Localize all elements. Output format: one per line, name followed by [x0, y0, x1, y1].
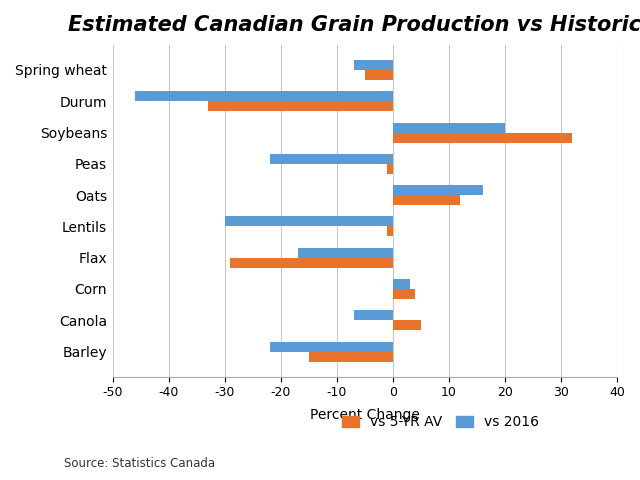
Bar [393, 279, 410, 289]
Text: Source: Statistics Canada: Source: Statistics Canada [64, 457, 215, 470]
Bar [393, 289, 415, 299]
Title: Estimated Canadian Grain Production vs Historical: Estimated Canadian Grain Production vs H… [68, 15, 640, 35]
Bar [135, 91, 393, 101]
Legend: vs 5-YR AV, vs 2016: vs 5-YR AV, vs 2016 [342, 415, 539, 430]
Bar [393, 195, 460, 205]
Bar [269, 341, 393, 351]
Bar [393, 132, 572, 143]
Bar [308, 351, 393, 361]
X-axis label: Percent Change: Percent Change [310, 408, 420, 421]
Bar [230, 258, 393, 268]
Bar [298, 248, 393, 258]
Bar [353, 310, 393, 320]
Bar [387, 227, 393, 237]
Bar [393, 122, 505, 132]
Bar [393, 185, 483, 195]
Bar [387, 164, 393, 174]
Bar [208, 101, 393, 111]
Bar [353, 60, 393, 70]
Bar [269, 154, 393, 164]
Bar [225, 216, 393, 227]
Bar [393, 320, 421, 330]
Bar [365, 70, 393, 80]
